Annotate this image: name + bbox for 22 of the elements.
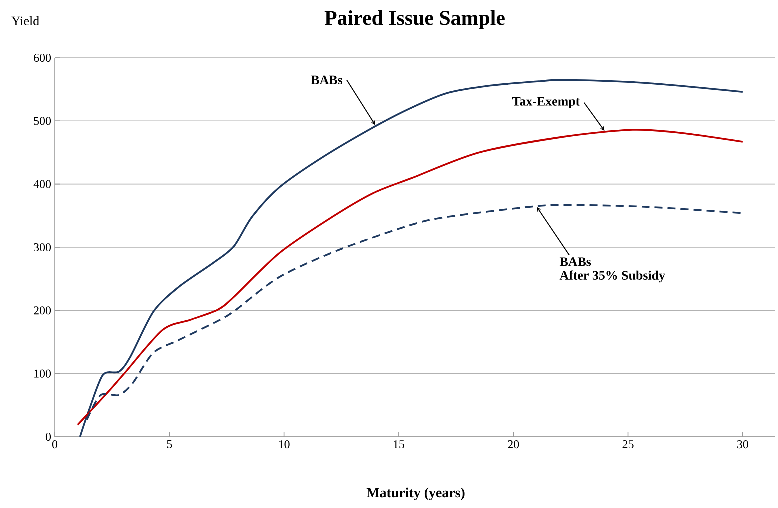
y-tick-label: 400 <box>34 180 52 188</box>
x-axis-title: Maturity (years) <box>366 488 465 500</box>
x-tick-label: 20 <box>508 440 520 449</box>
chart-title: Paired Issue Sample <box>324 10 505 30</box>
x-tick-label: 15 <box>394 440 404 449</box>
annotation: BABs <box>311 76 343 85</box>
y-tick-label: 300 <box>34 243 52 252</box>
y-axis-title: Yield <box>12 16 40 26</box>
y-tick-label: 600 <box>34 54 52 62</box>
y-tick-label: 500 <box>34 117 52 126</box>
x-tick-label: 0 <box>52 440 58 449</box>
x-tick-label: 5 <box>167 440 172 448</box>
line-series <box>77 129 744 426</box>
annotation: Tax-Exempt <box>512 97 580 108</box>
x-tick-label: 30 <box>738 440 748 449</box>
y-tick-label: 0 <box>46 432 52 442</box>
x-tick-label: 25 <box>622 440 634 449</box>
annotation: After 35% Subsidy <box>560 270 666 283</box>
y-tick-label: 200 <box>34 306 52 315</box>
annotation: BABs <box>560 258 592 266</box>
x-tick-label: 10 <box>279 440 290 449</box>
y-tick-label: 100 <box>34 370 52 378</box>
